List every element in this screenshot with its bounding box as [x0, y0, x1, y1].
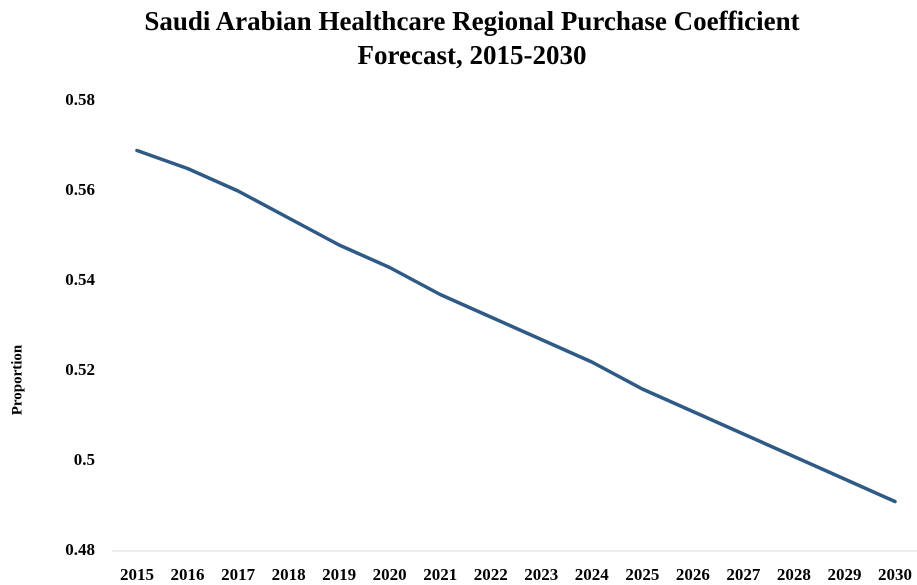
x-tick-label: 2025 [625, 565, 659, 584]
x-tick-label: 2020 [373, 565, 407, 584]
y-tick-label: 0.5 [74, 450, 95, 469]
y-tick-label: 0.48 [65, 540, 95, 559]
chart-title: Saudi Arabian Healthcare Regional Purcha… [144, 6, 799, 36]
y-tick-label: 0.58 [65, 90, 95, 109]
y-axis-label: Proportion [9, 344, 25, 415]
x-tick-label: 2024 [575, 565, 610, 584]
x-tick-label: 2029 [827, 565, 861, 584]
chart-title: Forecast, 2015-2030 [358, 40, 587, 70]
x-tick-label: 2021 [423, 565, 457, 584]
y-tick-label: 0.54 [65, 270, 95, 289]
x-tick-label: 2019 [322, 565, 356, 584]
x-tick-label: 2028 [777, 565, 811, 584]
x-tick-label: 2015 [120, 565, 154, 584]
line-series [135, 148, 897, 504]
x-tick-label: 2026 [676, 565, 710, 584]
x-tick-label: 2022 [474, 565, 508, 584]
x-tick-label: 2027 [726, 565, 761, 584]
x-tick-label: 2016 [171, 565, 205, 584]
x-tick-label: 2017 [221, 565, 256, 584]
x-tick-label: 2018 [272, 565, 306, 584]
x-tick-label: 2023 [524, 565, 558, 584]
y-tick-label: 0.52 [65, 360, 95, 379]
x-tick-label: 2030 [878, 565, 912, 584]
y-tick-label: 0.56 [65, 180, 95, 199]
